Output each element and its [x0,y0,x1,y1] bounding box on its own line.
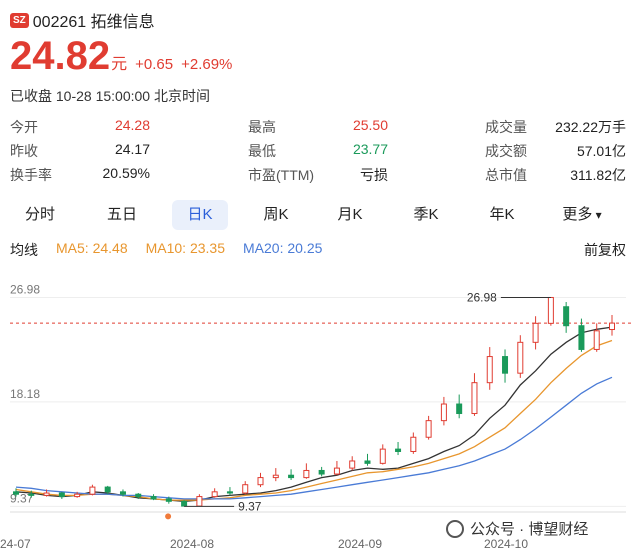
candle-body [486,356,493,384]
candle-body [196,496,203,507]
candle-body [89,486,96,495]
price-change: +0.65 [135,56,174,73]
candle-body [13,491,19,495]
y-tick-label: 18.18 [10,387,40,401]
stat-label: 今开 [10,119,38,135]
candle-body [74,493,81,498]
stock-code-name: 002261 拓维信息 [32,14,155,31]
stat-value: 232.22万手 [555,119,626,135]
candle-body [379,448,386,464]
y-tick-label: 26.98 [10,282,40,296]
ma-legend: 均线 MA5: 24.48 MA10: 23.35 MA20: 20.25 [10,240,340,260]
ma-label: 均线 [10,242,38,258]
candle-body [226,491,233,494]
low-marker-label: 9.37 [238,499,262,513]
watermark: 公众号 · 博望财经 [446,518,588,539]
ma20-legend: MA20: 20.25 [243,240,323,256]
candle-body [272,474,279,479]
tab-5[interactable]: 季K [413,206,439,223]
price-change-pct: +2.69% [181,56,233,73]
candle-body [58,492,65,498]
candle-body [456,403,463,415]
high-marker-label: 26.98 [467,290,497,304]
candle-body [181,500,188,507]
ma5-legend: MA5: 24.48 [56,240,128,256]
price-unit: 元 [111,56,128,73]
candle-body [563,306,570,327]
watermark-text: 公众号 · 博望财经 [470,521,589,538]
candle-body [593,330,600,350]
candle-body [119,491,126,495]
candle-body [517,341,524,374]
candle-body [609,322,615,331]
tab-3[interactable]: 周K [263,206,289,223]
candle-body [410,436,417,452]
candle-body [578,325,585,350]
market-status: 已收盘 10-28 15:00:00 北京时间 [10,88,210,104]
x-tick-label: 24-07 [0,537,31,551]
candle-body [150,496,157,500]
stat-label: 成交量 [485,119,527,135]
market-badge: SZ [10,12,29,28]
candle-body [333,467,340,475]
candle-body [257,477,264,486]
tab-1[interactable]: 五日 [106,206,137,223]
candle-body [165,498,172,502]
tab-2[interactable]: 日K [172,200,228,230]
candle-body [364,460,371,464]
candle-body [43,492,50,496]
wechat-icon [446,519,464,538]
current-price: 24.82 [10,34,111,78]
stat-label: 市盈(TTM) [248,167,315,183]
candle-body [288,474,295,479]
candle-body [135,493,142,498]
period-tabs: 分时 五日 日K 周K 月K 季K 年K 更多 ▾ [0,200,640,232]
stat-value: 24.28 [114,117,150,133]
event-dot [165,513,172,520]
x-tick-label: 2024-08 [170,537,214,551]
stat-value: 311.82亿 [570,167,626,183]
x-tick-label: 2024-10 [484,537,528,551]
ma10-legend: MA10: 23.35 [145,240,225,256]
stat-label: 昨收 [10,143,38,159]
stat-value: 23.77 [352,141,388,157]
candle-body [211,491,218,498]
tab-7[interactable]: 更多 ▾ [562,206,602,223]
candle-body [303,469,310,479]
stat-label: 最低 [248,143,276,159]
candle-body [502,356,509,374]
candle-body [547,296,554,324]
candle-body [349,460,356,469]
candle-body [318,469,325,475]
candle-body [104,486,111,493]
ma-line-ma20 [15,376,613,500]
stat-label: 换手率 [10,167,52,183]
stat-label: 最高 [248,119,276,135]
stat-label: 总市值 [485,167,527,183]
chevron-down-icon: ▾ [592,208,602,222]
tab-6[interactable]: 年K [489,206,515,223]
price-row: 24.82 元 +0.65 +2.69% [10,34,240,79]
candle-body [532,322,539,343]
stock-header: SZ 002261 拓维信息 [10,8,155,32]
adjust-toggle[interactable]: 前复权 [584,242,626,258]
candle-body [440,403,447,422]
candle-body [425,420,432,438]
stat-value: 25.50 [352,117,388,133]
candle-body [242,484,249,494]
candle-body [471,382,478,415]
candle-body [395,448,402,452]
candle-body [28,493,35,496]
stat-value: 20.59% [102,165,150,181]
tab-0[interactable]: 分时 [24,206,55,223]
x-tick-label: 2024-09 [338,537,382,551]
stat-value: 亏损 [360,167,388,183]
tab-4[interactable]: 月K [337,206,363,223]
stat-label: 成交额 [485,143,527,159]
stat-value: 57.01亿 [576,143,626,159]
stat-value: 24.17 [114,141,150,157]
